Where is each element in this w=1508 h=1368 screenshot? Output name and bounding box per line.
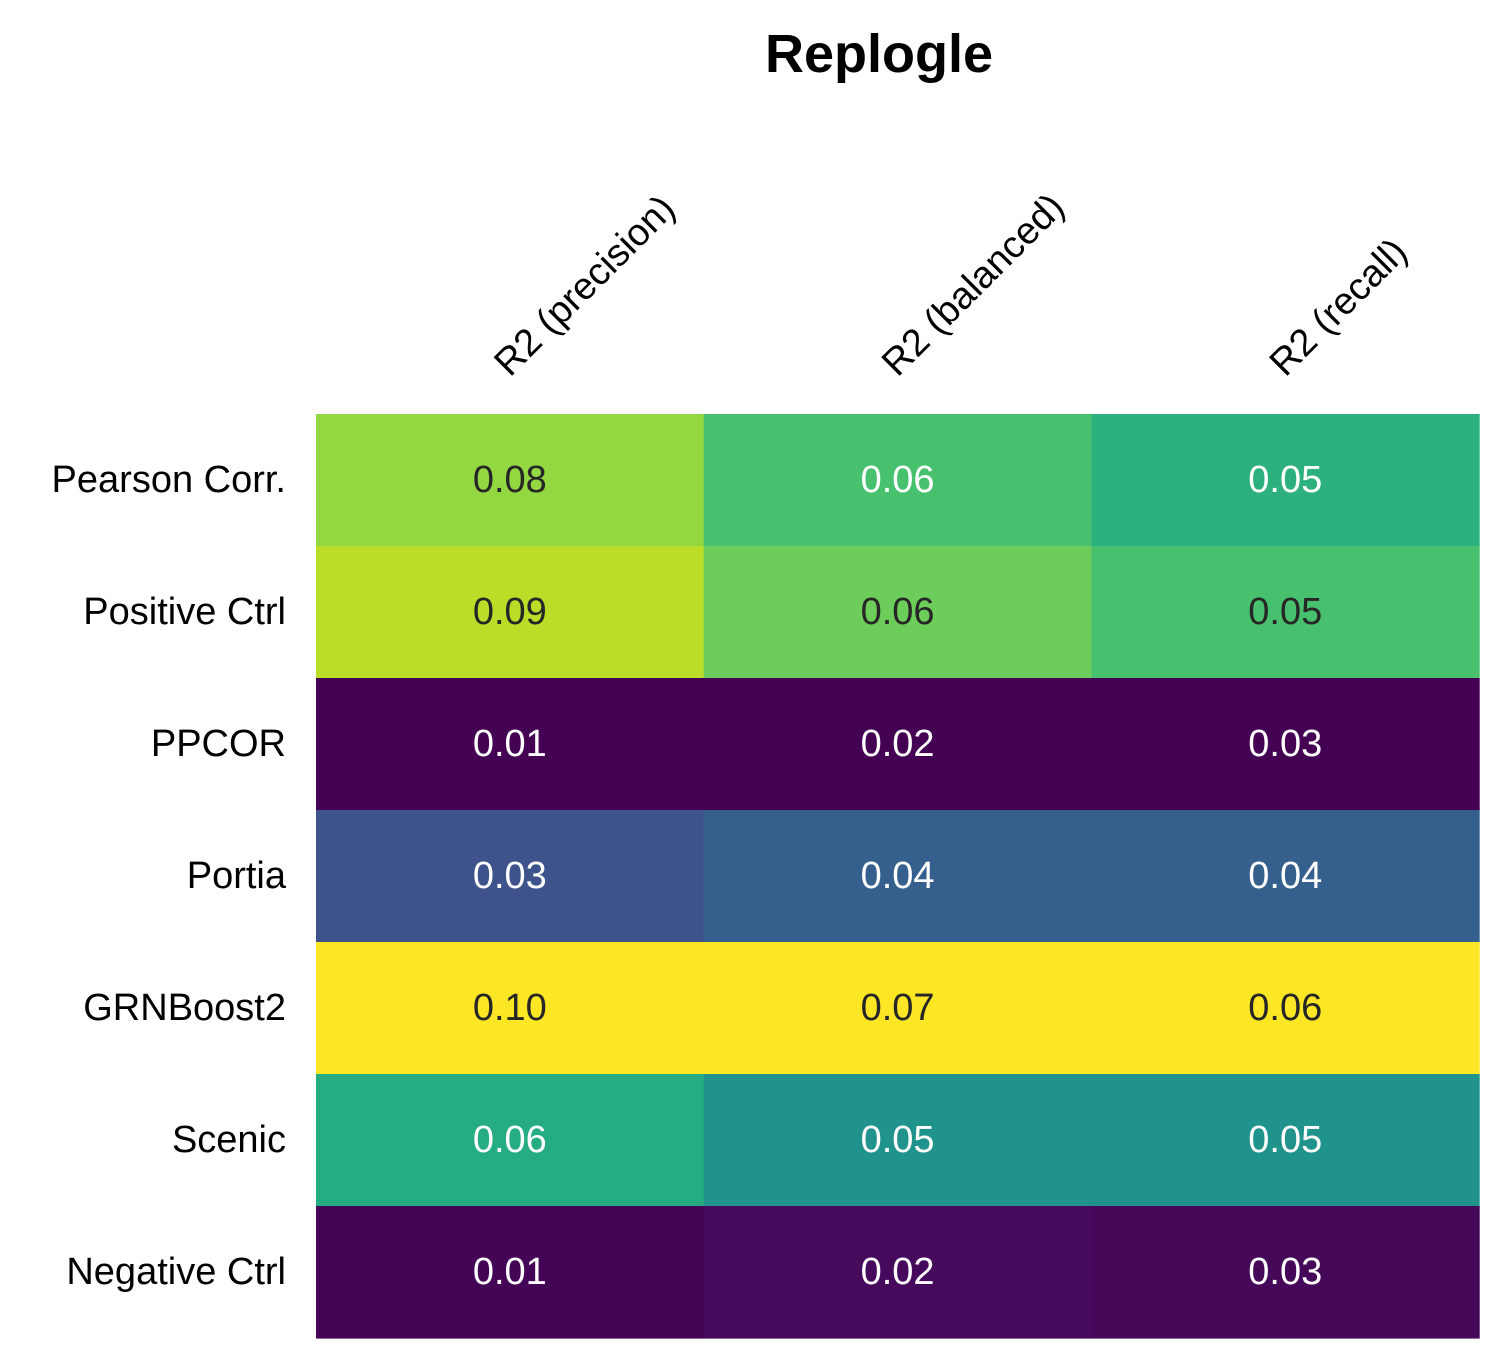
cell-value-label: 0.02 (861, 1251, 935, 1293)
heatmap-cell-scenic-r2-balanced (703, 1074, 1092, 1207)
heatmap-cell-portia-r2-precision (316, 810, 705, 943)
heatmap-cell-ppcor-r2-balanced (703, 678, 1092, 811)
heatmap-cell-ppcor-r2-recall (1091, 678, 1480, 811)
heatmap-cell-negative-ctrl-r2-precision (316, 1206, 705, 1339)
row-label-pearson-corr: Pearson Corr. (52, 459, 286, 501)
cell-value-label: 0.03 (1248, 723, 1322, 765)
row-label-scenic: Scenic (172, 1119, 286, 1161)
heatmap-cell-grnboost2-r2-recall (1091, 942, 1480, 1075)
row-label-positive-ctrl: Positive Ctrl (83, 591, 286, 633)
heatmap-cells: 0.08 0.06 0.05 0.09 0.06 0.05 0.01 0.02 0.03 0.03… (316, 414, 1480, 1339)
column-labels: R2 (precision) R2 (balanced) R2 (recall) (487, 186, 1416, 384)
heatmap-cell-positive-ctrl-r2-precision (316, 546, 705, 679)
heatmap-cell-scenic-r2-precision (316, 1074, 705, 1207)
cell-value-label: 0.04 (1248, 855, 1322, 897)
heatmap-cell-ppcor-r2-precision (316, 678, 705, 811)
cell-value-label: 0.08 (473, 459, 547, 501)
row-label-negative-ctrl: Negative Ctrl (66, 1251, 286, 1293)
heatmap-cell-negative-ctrl-r2-balanced (703, 1206, 1092, 1339)
column-label-r2-recall: R2 (recall) (1262, 231, 1416, 385)
row-labels: Pearson Corr. Positive Ctrl PPCOR Portia GRN… (52, 459, 287, 1293)
cell-value-label: 0.01 (473, 723, 547, 765)
cell-value-label: 0.10 (473, 987, 547, 1029)
cell-value-label: 0.06 (473, 1119, 547, 1161)
row-label-grnboost2: GRNBoost2 (83, 987, 286, 1029)
heatmap-cell-portia-r2-balanced (703, 810, 1092, 943)
heatmap-cell-grnboost2-r2-precision (316, 942, 705, 1075)
cell-value-label: 0.05 (1248, 591, 1322, 633)
heatmap-cell-positive-ctrl-r2-recall (1091, 546, 1480, 679)
cell-value-label: 0.05 (1248, 459, 1322, 501)
heatmap-cell-grnboost2-r2-balanced (703, 942, 1092, 1075)
cell-value-label: 0.04 (861, 855, 935, 897)
column-label-r2-balanced: R2 (balanced) (874, 186, 1072, 384)
cell-value-label: 0.03 (1248, 1251, 1322, 1293)
cell-value-label: 0.09 (473, 591, 547, 633)
row-label-portia: Portia (187, 855, 287, 897)
cell-value-label: 0.01 (473, 1251, 547, 1293)
cell-value-label: 0.06 (1248, 987, 1322, 1029)
cell-value-label: 0.06 (861, 459, 935, 501)
cell-value-label: 0.05 (1248, 1119, 1322, 1161)
heatmap-cell-portia-r2-recall (1091, 810, 1480, 943)
heatmap-cell-positive-ctrl-r2-balanced (703, 546, 1092, 679)
column-label-r2-precision: R2 (precision) (487, 187, 684, 384)
cell-value-label: 0.07 (861, 987, 935, 1029)
cell-value-label: 0.06 (861, 591, 935, 633)
cell-value-label: 0.03 (473, 855, 547, 897)
heatmap-cell-scenic-r2-recall (1091, 1074, 1480, 1207)
heatmap-cell-pearson-corr-r2-precision (316, 414, 705, 547)
heatmap-cell-negative-ctrl-r2-recall (1091, 1206, 1480, 1339)
heatmap-cell-pearson-corr-r2-balanced (703, 414, 1092, 547)
row-label-ppcor: PPCOR (151, 723, 286, 765)
cell-value-label: 0.05 (861, 1119, 935, 1161)
heatmap-cell-pearson-corr-r2-recall (1091, 414, 1480, 547)
cell-value-label: 0.02 (861, 723, 935, 765)
chart-title: Replogle (765, 24, 993, 84)
